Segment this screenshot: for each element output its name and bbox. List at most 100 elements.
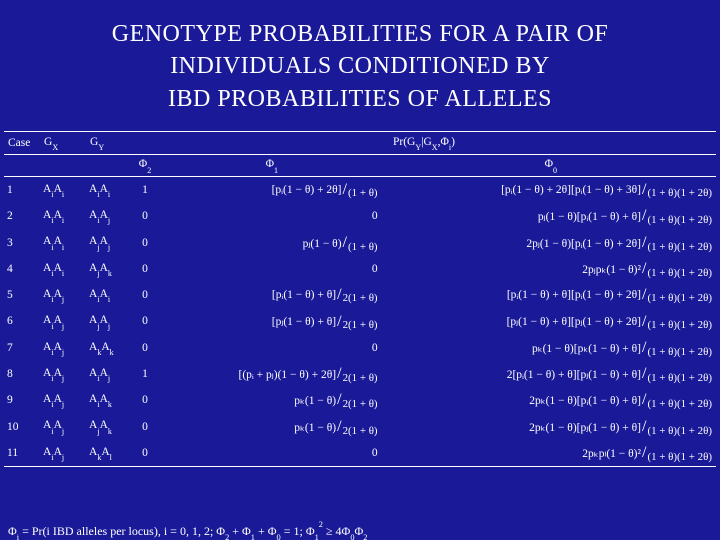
fn-t5: = 1; Φ (281, 524, 315, 538)
header-row-2: Φ2 Φ1 Φ0 (4, 155, 716, 176)
header-pr-4: ) (451, 136, 455, 148)
cell-gx: AiAi (40, 176, 86, 203)
title-line-3: IBD PROBABILITIES OF ALLELES (168, 86, 552, 112)
fn-t4: + Φ (255, 524, 277, 538)
cell-gy: AiAi (86, 176, 132, 203)
cell-case: 10 (4, 413, 40, 439)
cell-phi0: pₖ(1 − θ)[pₖ(1 − θ) + θ]/(1 + θ)(1 + 2θ) (386, 335, 716, 361)
header-pr-s2: X (432, 143, 438, 152)
fn-t6: ≥ 4Φ (323, 524, 350, 538)
table-body: 1AiAiAiAi1[pᵢ(1 − θ) + 2θ]/(1 + θ)[pᵢ(1 … (4, 176, 716, 466)
fn-t1: Φ (8, 524, 17, 538)
fn-sup: 2 (319, 520, 323, 529)
cell-phi2: 0 (132, 229, 158, 255)
cell-gy: AjAj (86, 229, 132, 255)
cell-phi0: 2[pᵢ(1 − θ) + θ][pⱼ(1 − θ) + θ]/(1 + θ)(… (386, 361, 716, 387)
probability-table: Case GX GY Pr(GY|GX,Φi) Φ2 Φ1 Φ0 1AiAiAi… (4, 131, 716, 467)
header-pr: Pr(GY|GX,Φi) (132, 132, 716, 155)
cell-gy: AiAj (86, 361, 132, 387)
cell-case: 4 (4, 256, 40, 282)
header-phi2-t: Φ (139, 158, 147, 170)
cell-phi0: 2pⱼpₖ(1 − θ)²/(1 + θ)(1 + 2θ) (386, 256, 716, 282)
cell-phi2: 0 (132, 413, 158, 439)
title-line-1: GENOTYPE PROBABILITIES FOR A PAIR OF (112, 21, 609, 47)
fn-s1: i (17, 533, 19, 540)
header-phi0: Φ0 (386, 155, 716, 176)
phi1-plain: 0 (372, 263, 378, 275)
cell-phi1: 0 (158, 440, 386, 467)
cell-gx: AiAi (40, 203, 86, 229)
cell-gy: AjAk (86, 413, 132, 439)
cell-gy: AiAi (86, 282, 132, 308)
cell-gy: AkAl (86, 440, 132, 467)
cell-phi0: [pᵢ(1 − θ) + 2θ][pᵢ(1 − θ) + 3θ]/(1 + θ)… (386, 176, 716, 203)
header-empty-2 (40, 155, 86, 176)
phi1-plain: 0 (372, 210, 378, 222)
header-pr-2: |G (421, 136, 432, 148)
cell-gx: AiAj (40, 335, 86, 361)
cell-case: 2 (4, 203, 40, 229)
cell-phi1: [pᵢ(1 − θ) + 2θ]/(1 + θ) (158, 176, 386, 203)
header-case: Case (4, 132, 40, 155)
cell-phi1: [pᵢ(1 − θ) + θ]/2(1 + θ) (158, 282, 386, 308)
cell-phi1: 0 (158, 256, 386, 282)
cell-gy: AiAk (86, 387, 132, 413)
cell-phi2: 0 (132, 256, 158, 282)
cell-gy: AkAk (86, 335, 132, 361)
table-row: 6AiAjAjAj0[pⱼ(1 − θ) + θ]/2(1 + θ)[pⱼ(1 … (4, 308, 716, 334)
cell-phi1: [pⱼ(1 − θ) + θ]/2(1 + θ) (158, 308, 386, 334)
fn-s3: 1 (251, 533, 255, 540)
header-phi0-t: Φ (545, 158, 553, 170)
cell-phi0: 2pₖpₗ(1 − θ)²/(1 + θ)(1 + 2θ) (386, 440, 716, 467)
cell-case: 1 (4, 176, 40, 203)
cell-phi2: 0 (132, 203, 158, 229)
cell-gx: AiAj (40, 361, 86, 387)
cell-phi2: 0 (132, 308, 158, 334)
table-row: 11AiAjAkAl002pₖpₗ(1 − θ)²/(1 + θ)(1 + 2θ… (4, 440, 716, 467)
fn-s4: 0 (277, 533, 281, 540)
header-row-1: Case GX GY Pr(GY|GX,Φi) (4, 132, 716, 155)
phi1-plain: 0 (372, 342, 378, 354)
header-phi2-s: 2 (147, 166, 151, 175)
header-empty-1 (4, 155, 40, 176)
cell-gx: AiAj (40, 282, 86, 308)
fn-s7: 2 (363, 533, 367, 540)
fn-t7: Φ (355, 524, 364, 538)
cell-case: 7 (4, 335, 40, 361)
cell-gx: AiAi (40, 256, 86, 282)
cell-phi0: [pⱼ(1 − θ) + θ][pⱼ(1 − θ) + 2θ]/(1 + θ)(… (386, 308, 716, 334)
cell-case: 3 (4, 229, 40, 255)
cell-gx: AiAj (40, 308, 86, 334)
cell-phi1: pₖ(1 − θ)/2(1 + θ) (158, 413, 386, 439)
cell-phi1: [(pᵢ + pⱼ)(1 − θ) + 2θ]/2(1 + θ) (158, 361, 386, 387)
table-row: 1AiAiAiAi1[pᵢ(1 − θ) + 2θ]/(1 + θ)[pᵢ(1 … (4, 176, 716, 203)
phi1-plain: 0 (372, 447, 378, 459)
header-phi1-s: 1 (274, 166, 278, 175)
cell-phi2: 1 (132, 361, 158, 387)
title-line-2: INDIVIDUALS CONDITIONED BY (170, 53, 550, 79)
cell-case: 9 (4, 387, 40, 413)
header-phi0-s: 0 (553, 166, 557, 175)
header-phi2: Φ2 (132, 155, 158, 176)
cell-case: 5 (4, 282, 40, 308)
header-gx: GX (40, 132, 86, 155)
header-gy: GY (86, 132, 132, 155)
cell-case: 11 (4, 440, 40, 467)
fn-s5: 1 (315, 533, 319, 540)
cell-phi0: [pᵢ(1 − θ) + θ][pᵢ(1 − θ) + 2θ]/(1 + θ)(… (386, 282, 716, 308)
cell-phi0: 2pₖ(1 − θ)[pᵢ(1 − θ) + θ]/(1 + θ)(1 + 2θ… (386, 387, 716, 413)
header-gx-sub: X (52, 143, 58, 152)
cell-case: 8 (4, 361, 40, 387)
header-case-text: Case (8, 137, 30, 149)
fn-t3: + Φ (229, 524, 251, 538)
table-row: 2AiAiAiAj00pⱼ(1 − θ)[pᵢ(1 − θ) + θ]/(1 +… (4, 203, 716, 229)
table-row: 3AiAiAjAj0pⱼ(1 − θ)/(1 + θ)2pⱼ(1 − θ)[pᵢ… (4, 229, 716, 255)
cell-gx: AiAj (40, 413, 86, 439)
cell-phi2: 0 (132, 387, 158, 413)
header-pr-s3: i (449, 143, 451, 152)
cell-gy: AjAj (86, 308, 132, 334)
cell-gy: AiAj (86, 203, 132, 229)
cell-case: 6 (4, 308, 40, 334)
fn-t2: = Pr(i IBD alleles per locus), i = 0, 1,… (19, 524, 225, 538)
cell-phi2: 1 (132, 176, 158, 203)
